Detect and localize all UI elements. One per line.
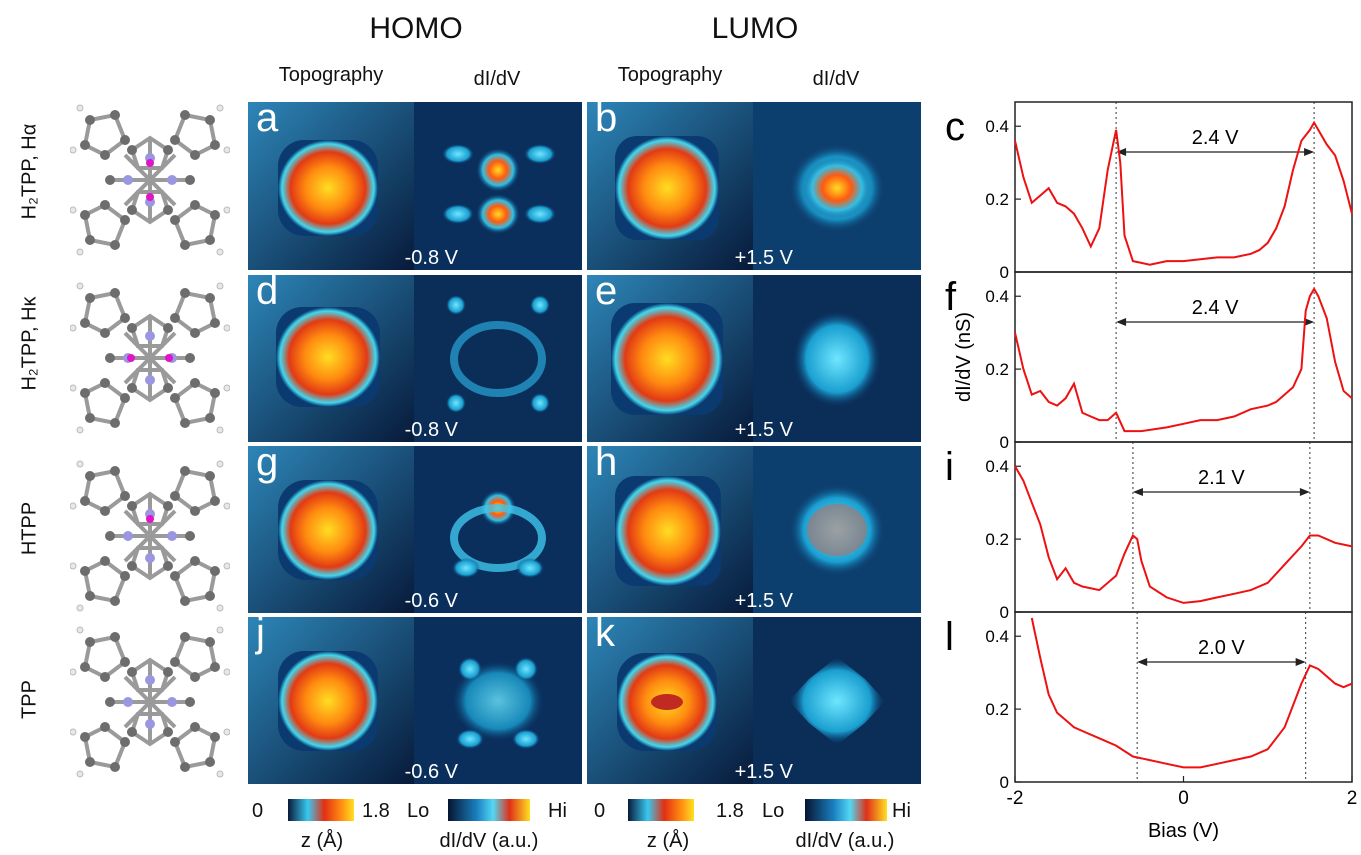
cbar-didv-label-1: dI/dV (a.u.) [439, 830, 539, 852]
panel-letter-g: g [256, 446, 279, 484]
homo-didv-label: dI/dV [473, 68, 521, 90]
image-b-lumo-didv [753, 102, 921, 270]
x-axis-label: Bias (V) [1148, 820, 1219, 842]
cbar-didv-max-1: Hi [548, 800, 567, 822]
gap-label-f: 2.4 V [1192, 297, 1239, 319]
spectrum-curve-i [1014, 465, 1353, 604]
cbar-topo-label-1: z (Å) [300, 830, 344, 852]
spectrum-curve-f [1014, 286, 1353, 433]
panel-letter-e: e [595, 275, 618, 313]
plot-frame-l [1014, 611, 1353, 783]
plot-letter-c: c [945, 105, 965, 149]
xtick-label: 0 [1178, 788, 1189, 809]
cbar-didv-min-1: Lo [407, 800, 430, 822]
image-j-homo-didv [414, 617, 582, 784]
row-label-h2tpp-kappa: H₂TPP, Hκ [18, 296, 41, 391]
gap-arrowhead-right [1304, 148, 1315, 156]
cbar-topo-min-2: 0 [594, 800, 606, 822]
gap-arrowhead-left [1116, 148, 1127, 156]
colorbar-didv-2 [805, 799, 887, 821]
row-label-htpp: HTPP [18, 501, 41, 556]
ytick-label: 0.4 [985, 117, 1009, 136]
plot-frame-c [1014, 101, 1353, 273]
image-a-homo-didv [414, 102, 582, 270]
ytick-label: 0 [1000, 773, 1009, 792]
ytick-label: 0.2 [985, 190, 1009, 209]
cbar-topo-min-1: 0 [252, 800, 264, 822]
image-e-lumo-didv [753, 275, 921, 442]
xtick-label: 2 [1347, 788, 1358, 809]
ytick-label: 0 [1000, 603, 1009, 622]
cbar-topo-max-2: 1.8 [716, 800, 744, 822]
ytick-label: 0.4 [985, 457, 1009, 476]
ytick-label: 0 [1000, 263, 1009, 282]
homo-topography-label: Topography [278, 64, 384, 86]
row-label-h2tpp-alpha: H₂TPP, Hα [18, 123, 41, 220]
image-a-homo-topography: a [248, 102, 414, 270]
cbar-didv-max-2: Hi [892, 800, 911, 822]
gap-arrowhead-left [1137, 658, 1148, 666]
image-e-lumo-topography: e [587, 275, 753, 442]
ytick-label: 0.4 [985, 287, 1009, 306]
gap-arrowhead-left [1116, 318, 1127, 326]
row-label-tpp: TPP [18, 680, 41, 719]
image-h-lumo-topography: h [587, 446, 753, 613]
homo-header: HOMO [369, 12, 463, 45]
image-j-homo-topography: j [248, 617, 414, 784]
ytick-label: 0.2 [985, 530, 1009, 549]
plot-letter-l: l [945, 615, 954, 659]
cbar-topo-max-1: 1.8 [362, 800, 390, 822]
panel-letter-j: j [256, 617, 265, 655]
spectrum-curve-c [1014, 120, 1353, 266]
colorbar-topo-1 [288, 799, 354, 821]
panel-letter-b: b [595, 102, 618, 140]
plot-frame-i [1014, 441, 1353, 613]
image-d-homo-topography: d [248, 275, 414, 442]
panel-letter-k: k [595, 617, 615, 655]
y-axis-label: dI/dV (nS) [953, 312, 975, 402]
image-h-lumo-didv [753, 446, 921, 613]
lumo-topography-label: Topography [617, 64, 723, 86]
gap-arrowhead-left [1132, 488, 1143, 496]
image-b-lumo-topography: b [587, 102, 753, 270]
molecule-structures [70, 103, 230, 779]
cbar-topo-label-2: z (Å) [646, 830, 690, 852]
image-g-homo-didv [414, 446, 582, 613]
xtick-label: -2 [1007, 788, 1024, 809]
gap-label-l: 2.0 V [1198, 637, 1245, 659]
cbar-didv-label-2: dI/dV (a.u.) [795, 830, 895, 852]
spectrum-curve-l [1030, 617, 1353, 769]
plot-letter-f: f [945, 275, 957, 319]
gap-arrowhead-right [1304, 318, 1315, 326]
ytick-label: 0 [1000, 433, 1009, 452]
image-g-homo-topography: g [248, 446, 414, 613]
gap-arrowhead-right [1299, 488, 1310, 496]
image-k-lumo-topography: k [587, 617, 753, 784]
lumo-header: LUMO [711, 12, 799, 45]
ytick-label: 0.4 [985, 627, 1009, 646]
ytick-label: 0.2 [985, 360, 1009, 379]
ytick-label: 0.2 [985, 700, 1009, 719]
colorbar-didv-1 [448, 799, 530, 821]
lumo-didv-label: dI/dV [812, 68, 860, 90]
image-d-homo-didv [414, 275, 582, 442]
gap-arrowhead-right [1295, 658, 1306, 666]
plot-letter-i: i [945, 445, 954, 489]
panel-letter-h: h [595, 446, 618, 484]
colorbar-topo-2 [628, 799, 694, 821]
spectra-chart: 0 0.2 0.4 c 2.4 V 0 0.2 0.4 f 2.4 V 0 0.2 0.4 i 2.1 V 0… [945, 101, 1358, 842]
gap-label-i: 2.1 V [1198, 467, 1245, 489]
image-k-lumo-didv [753, 617, 921, 784]
panel-letter-a: a [256, 102, 279, 140]
cbar-didv-min-2: Lo [762, 800, 785, 822]
panel-letter-d: d [256, 275, 279, 313]
gap-label-c: 2.4 V [1192, 127, 1239, 149]
